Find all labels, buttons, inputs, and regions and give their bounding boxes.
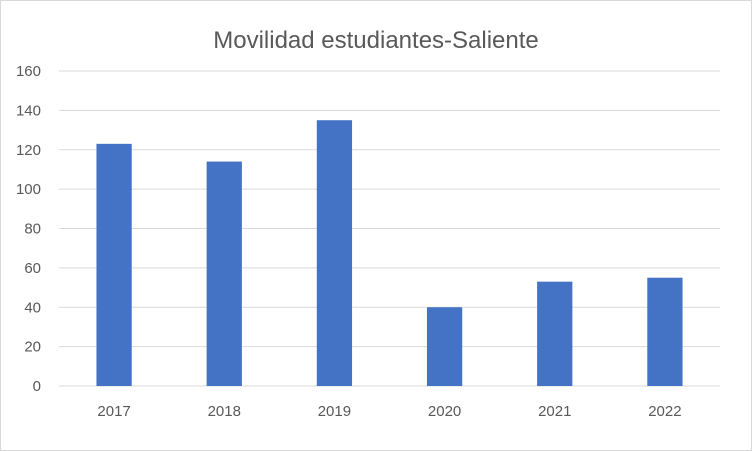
x-tick-label: 2022	[648, 403, 681, 420]
x-tick-label: 2021	[538, 403, 571, 420]
bar-2022	[647, 277, 683, 386]
y-tick-label: 140	[16, 102, 41, 119]
y-tick-label: 160	[16, 63, 41, 80]
y-tick-label: 60	[24, 260, 41, 277]
chart-title: Movilidad estudiantes-Saliente	[213, 27, 539, 54]
y-tick-label: 0	[33, 378, 41, 395]
y-tick-label: 80	[24, 221, 41, 238]
bar-2017	[96, 143, 132, 386]
y-tick-label: 20	[24, 339, 41, 356]
y-tick-label: 40	[24, 299, 41, 316]
bar-2019	[316, 120, 353, 386]
x-tick-label: 2018	[208, 403, 241, 420]
bar-2021	[537, 281, 573, 386]
bars	[96, 120, 683, 386]
grid-lines	[59, 70, 720, 387]
bar-2018	[206, 161, 242, 386]
x-axis-ticks: 2017 2018 2019 2020 2021 2022	[97, 403, 681, 420]
y-tick-label: 100	[16, 181, 41, 198]
y-axis-ticks: 0 20 40 60 80 100 120 140 160	[16, 63, 41, 395]
y-tick-label: 120	[16, 142, 41, 159]
x-tick-label: 2019	[318, 403, 351, 420]
x-tick-label: 2017	[97, 403, 130, 420]
bar-2020	[426, 307, 463, 386]
x-tick-label: 2020	[428, 403, 461, 420]
